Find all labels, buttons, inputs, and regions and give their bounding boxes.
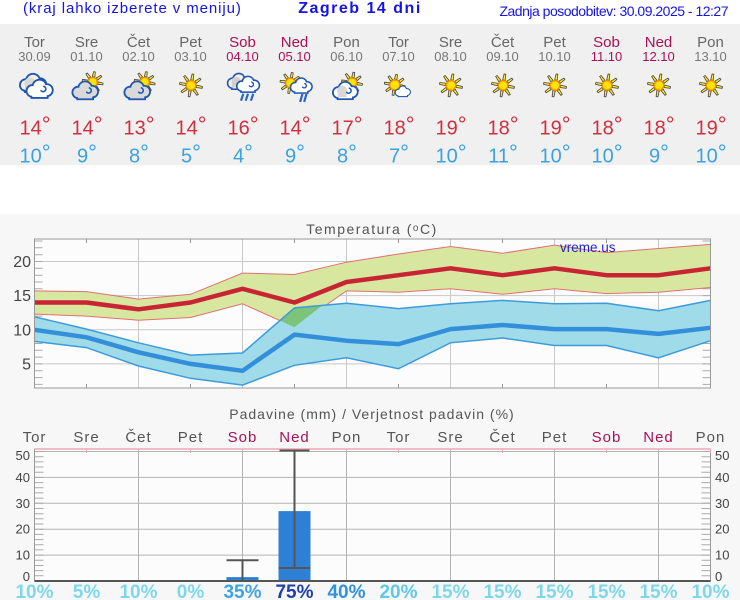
svg-text:15%: 15%	[431, 582, 469, 600]
svg-text:10: 10	[16, 548, 30, 563]
svg-text:20: 20	[16, 522, 30, 537]
svg-text:10%: 10%	[691, 582, 729, 600]
svg-text:20%: 20%	[379, 582, 417, 600]
svg-text:20: 20	[715, 522, 729, 537]
svg-text:Sob: Sob	[592, 429, 622, 446]
svg-text:15%: 15%	[639, 582, 677, 600]
svg-text:15%: 15%	[587, 582, 625, 600]
svg-text:40: 40	[715, 470, 729, 485]
svg-text:Pon: Pon	[332, 429, 362, 446]
svg-text:10%: 10%	[15, 582, 53, 600]
svg-text:30: 30	[715, 496, 729, 511]
svg-text:35%: 35%	[223, 582, 261, 600]
svg-text:vreme.us: vreme.us	[560, 240, 616, 255]
svg-text:15: 15	[13, 288, 31, 305]
svg-text:Temperatura (oC): Temperatura (oC)	[306, 221, 438, 237]
svg-text:Tor: Tor	[387, 429, 411, 446]
svg-text:Tor: Tor	[23, 429, 47, 446]
svg-text:30: 30	[16, 496, 30, 511]
svg-text:50: 50	[715, 448, 729, 463]
svg-text:10%: 10%	[119, 582, 157, 600]
svg-text:Pet: Pet	[542, 429, 568, 446]
svg-text:5%: 5%	[73, 582, 101, 600]
svg-text:15%: 15%	[483, 582, 521, 600]
svg-text:0: 0	[715, 569, 722, 584]
svg-text:50: 50	[16, 448, 30, 463]
svg-text:40: 40	[16, 470, 30, 485]
svg-text:Sre: Sre	[73, 429, 99, 446]
svg-text:5: 5	[22, 356, 31, 373]
svg-text:10: 10	[715, 548, 729, 563]
svg-text:10: 10	[13, 322, 31, 339]
svg-text:Pet: Pet	[178, 429, 204, 446]
svg-text:Pon: Pon	[696, 429, 726, 446]
svg-text:Čet: Čet	[125, 429, 151, 446]
svg-text:Padavine (mm) / Verjetnost pad: Padavine (mm) / Verjetnost padavin (%)	[229, 406, 514, 422]
svg-text:Sre: Sre	[437, 429, 463, 446]
svg-text:Čet: Čet	[489, 429, 515, 446]
svg-text:15%: 15%	[535, 582, 573, 600]
svg-text:Sob: Sob	[228, 429, 258, 446]
svg-text:0: 0	[23, 569, 30, 584]
svg-text:75%: 75%	[275, 582, 313, 600]
svg-text:0%: 0%	[177, 582, 205, 600]
svg-text:Ned: Ned	[279, 429, 310, 446]
svg-text:Ned: Ned	[643, 429, 674, 446]
svg-text:40%: 40%	[327, 582, 365, 600]
svg-text:20: 20	[13, 254, 31, 271]
